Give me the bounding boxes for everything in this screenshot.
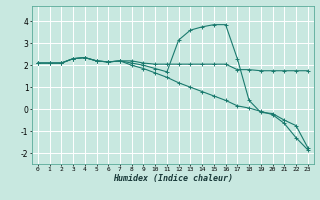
X-axis label: Humidex (Indice chaleur): Humidex (Indice chaleur) xyxy=(113,174,233,183)
